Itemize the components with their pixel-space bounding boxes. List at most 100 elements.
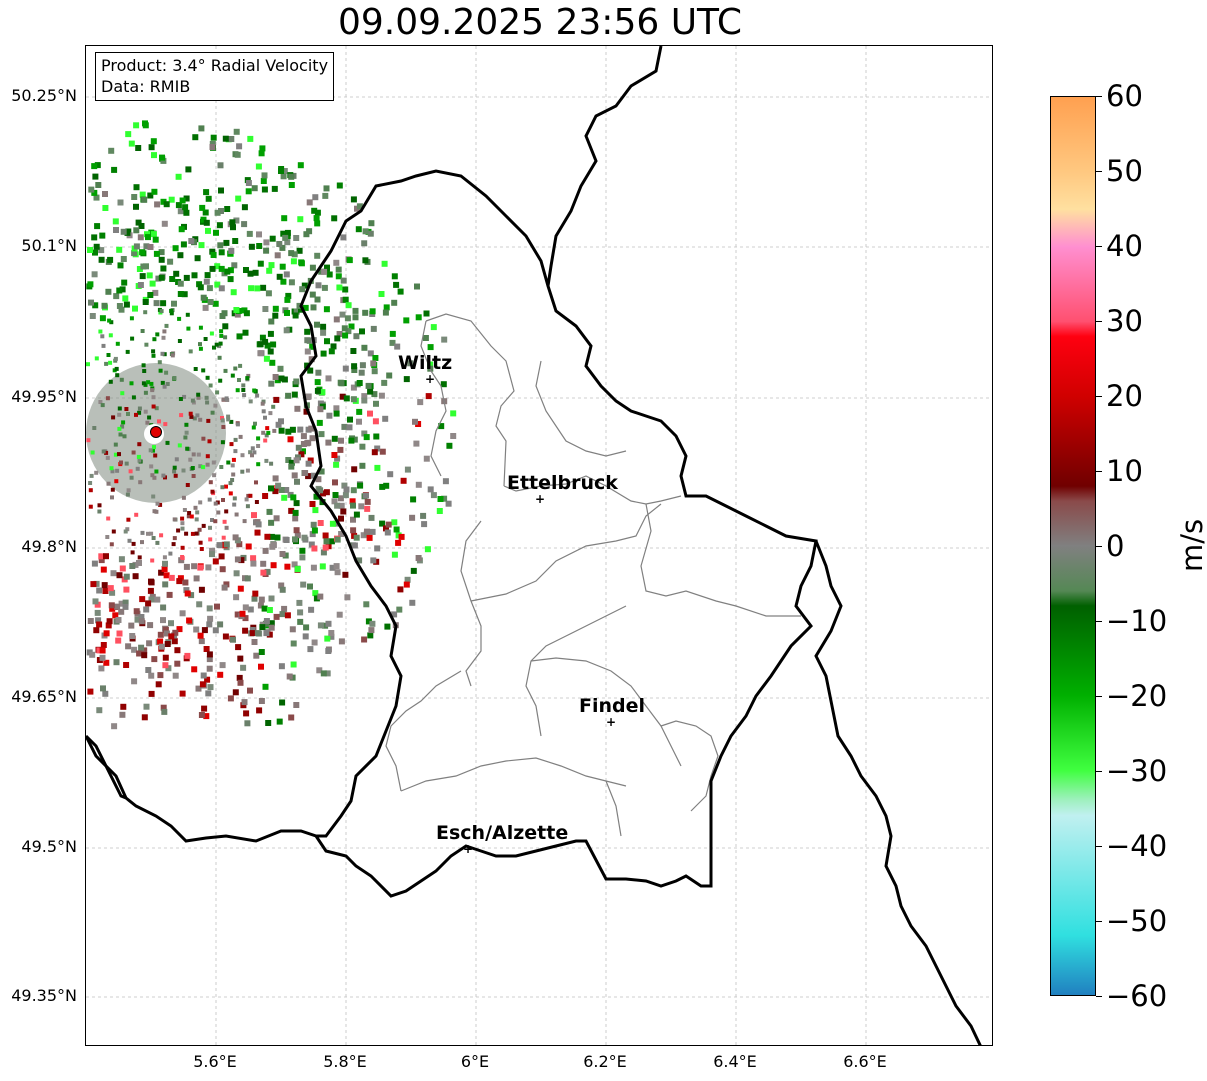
radar-echo-pixel	[180, 556, 185, 561]
radar-echo-pixel	[215, 500, 220, 505]
radar-echo-pixel	[342, 296, 349, 303]
radar-echo-pixel	[150, 388, 155, 393]
radar-echo-pixel	[218, 249, 225, 256]
radar-echo-pixel	[241, 204, 248, 211]
radar-echo-pixel	[350, 487, 357, 494]
radar-echo-pixel	[309, 291, 316, 298]
radar-echo-pixel	[147, 292, 154, 298]
radar-echo-pixel	[208, 537, 213, 542]
radar-echo-pixel	[427, 486, 434, 493]
radar-echo-pixel	[226, 460, 231, 465]
radar-echo-pixel	[446, 442, 453, 449]
radar-echo-pixel	[157, 638, 164, 645]
radar-echo-pixel	[353, 511, 360, 518]
radar-echo-pixel	[281, 168, 288, 174]
radar-echo-pixel	[149, 531, 154, 536]
radar-echo-pixel	[93, 194, 100, 201]
radar-echo-pixel	[255, 163, 262, 170]
canton-border-remich	[660, 720, 719, 812]
radar-echo-pixel	[144, 342, 149, 347]
radar-echo-pixel	[128, 622, 135, 629]
radar-echo-pixel	[146, 272, 153, 279]
radar-echo-pixel	[342, 332, 349, 339]
radar-echo-pixel	[142, 120, 148, 127]
colorbar-tick-label: −20	[1106, 679, 1168, 713]
radar-echo-pixel	[157, 672, 164, 679]
radar-echo-pixel	[442, 478, 449, 485]
radar-echo-pixel	[183, 587, 190, 594]
radar-echo-pixel	[155, 275, 162, 282]
radar-echo-pixel	[97, 509, 102, 514]
city-marker-icon: +	[425, 372, 435, 386]
radar-echo-pixel	[137, 458, 142, 463]
radar-echo-pixel	[158, 502, 163, 507]
radar-echo-pixel	[122, 603, 129, 610]
radar-echo-pixel	[242, 393, 247, 398]
radar-echo-pixel	[241, 699, 248, 706]
lat-tick-label: 49.35°N	[11, 986, 77, 1005]
radar-echo-pixel	[294, 478, 300, 485]
radar-echo-pixel	[228, 247, 235, 254]
radar-echo-pixel	[123, 573, 130, 580]
radar-echo-pixel	[154, 201, 161, 208]
radar-echo-pixel	[233, 449, 238, 454]
radar-echo-pixel	[279, 699, 286, 706]
colorbar-tick-label: −30	[1106, 754, 1168, 788]
radar-echo-pixel	[254, 480, 258, 485]
radar-echo-pixel	[153, 250, 160, 257]
colorbar-tick-label: 10	[1106, 454, 1143, 488]
radar-echo-pixel	[155, 540, 160, 545]
radar-echo-pixel	[201, 436, 206, 441]
map-area[interactable]: + Wiltz + Ettelbruck + Findel + Esch/Alzette	[85, 45, 993, 1046]
radar-echo-pixel	[221, 584, 228, 591]
radar-echo-pixel	[314, 379, 321, 386]
radar-echo-pixel	[251, 595, 258, 602]
radar-echo-pixel	[158, 274, 165, 281]
radar-echo-pixel	[179, 690, 186, 697]
radar-echo-pixel	[149, 381, 154, 386]
radar-echo-pixel	[320, 549, 327, 556]
radar-echo-pixel	[331, 452, 338, 458]
radar-echo-pixel	[180, 241, 187, 248]
radar-echo-pixel	[150, 558, 155, 563]
radar-echo-pixel	[314, 296, 321, 303]
colorbar-tick-label: −40	[1106, 829, 1168, 863]
radar-echo-pixel	[183, 563, 190, 570]
radar-echo-pixel	[338, 531, 345, 537]
radar-site-icon	[150, 426, 162, 438]
radar-echo-pixel	[220, 416, 224, 420]
radar-echo-pixel	[290, 640, 297, 647]
radar-echo-pixel	[258, 150, 265, 157]
radar-echo-pixel	[283, 537, 290, 543]
radar-echo-pixel	[323, 185, 330, 192]
radar-echo-pixel	[194, 255, 201, 262]
radar-echo-pixel	[297, 609, 304, 616]
radar-echo-pixel	[162, 560, 168, 567]
radar-echo-pixel	[86, 362, 90, 367]
radar-echo-pixel	[172, 536, 177, 541]
radar-echo-pixel	[321, 284, 328, 291]
radar-echo-pixel	[233, 366, 238, 371]
radar-echo-pixel	[172, 245, 179, 252]
radar-echo-pixel	[318, 431, 325, 438]
radar-echo-pixel	[313, 595, 320, 602]
radar-echo-pixel	[326, 271, 333, 278]
radar-echo-pixel	[369, 308, 376, 315]
border-west-lux	[299, 169, 550, 838]
radar-echo-pixel	[123, 301, 130, 308]
radar-echo-pixel	[339, 393, 346, 400]
radar-echo-pixel	[307, 457, 314, 464]
radar-echo-pixel	[165, 440, 170, 445]
radar-echo-pixel	[175, 202, 182, 209]
radar-echo-pixel	[209, 248, 216, 255]
radar-echo-pixel	[208, 383, 213, 388]
radar-echo-pixel	[308, 541, 315, 548]
radar-echo-pixel	[152, 289, 159, 296]
radar-echo-pixel	[129, 563, 136, 569]
radar-echo-pixel	[92, 173, 99, 180]
radar-echo-pixel	[256, 707, 263, 714]
colorbar-tick	[1096, 996, 1102, 997]
colorbar-tick-label: 40	[1106, 229, 1143, 263]
radar-echo-pixel	[274, 534, 281, 541]
radar-echo-pixel	[198, 500, 203, 505]
